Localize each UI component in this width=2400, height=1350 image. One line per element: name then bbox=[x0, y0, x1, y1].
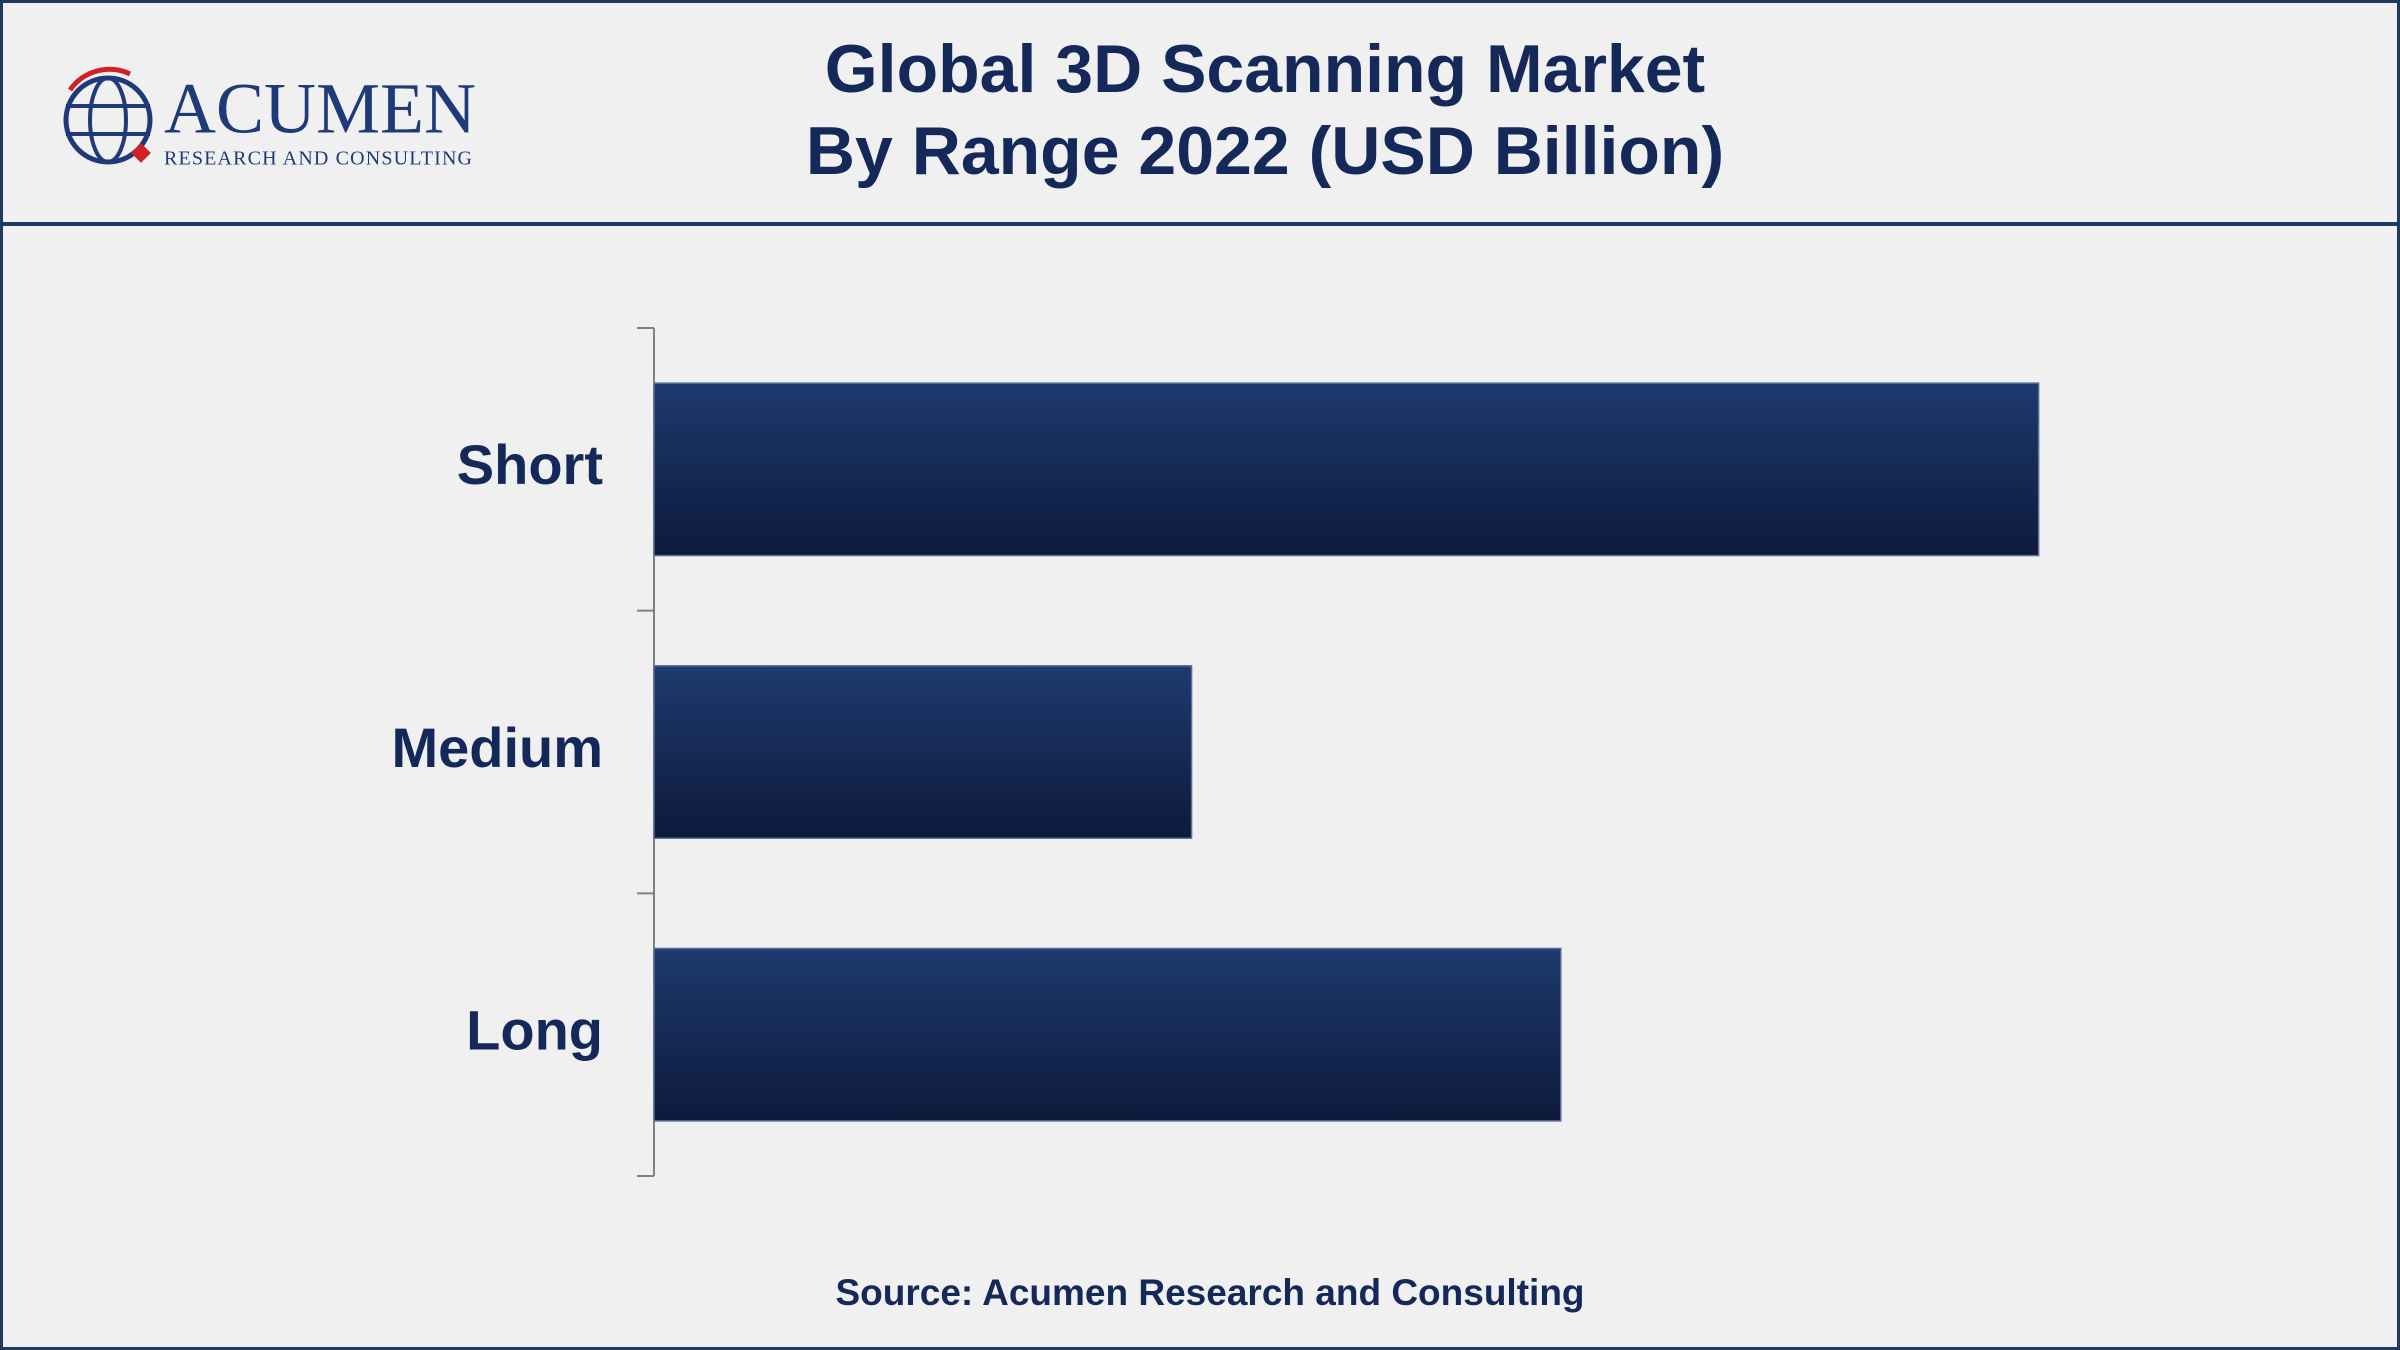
chart-title: By Range 2022 (USD Billion) bbox=[806, 113, 1724, 189]
category-label: Long bbox=[466, 998, 603, 1061]
source-note: Source: Acumen Research and Consulting bbox=[835, 1272, 1584, 1313]
logo-diamond bbox=[131, 143, 151, 163]
bar bbox=[653, 665, 1193, 839]
logo: ACUMEN RESEARCH AND CONSULTING bbox=[63, 66, 476, 170]
logo-tagline: RESEARCH AND CONSULTING bbox=[164, 148, 472, 170]
bar bbox=[653, 947, 1562, 1122]
category-label: Short bbox=[457, 433, 603, 496]
category-label: Medium bbox=[391, 716, 603, 779]
logo-name: ACUMEN bbox=[164, 69, 476, 149]
logo-arc bbox=[67, 66, 132, 92]
chart-title: Global 3D Scanning Market bbox=[825, 31, 1705, 107]
bar bbox=[653, 382, 2040, 557]
logo-globe-meridian bbox=[88, 76, 128, 164]
